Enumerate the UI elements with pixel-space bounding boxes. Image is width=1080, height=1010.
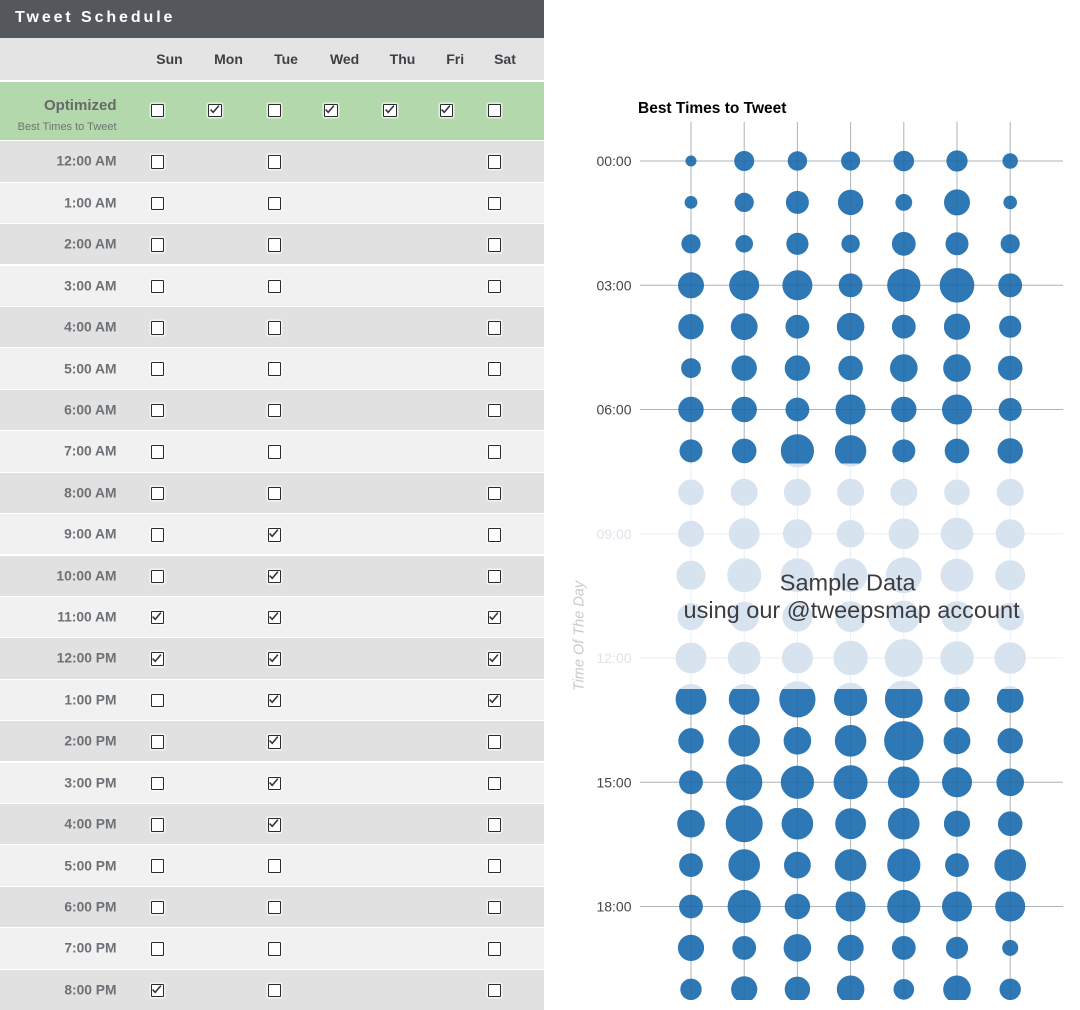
svg-text:using our @tweepsmap account: using our @tweepsmap account [684,597,1021,623]
svg-text:15:00: 15:00 [596,775,631,791]
svg-text:Time Of The Day: Time Of The Day [572,580,588,691]
svg-text:18:00: 18:00 [596,899,631,915]
svg-text:03:00: 03:00 [596,278,631,294]
svg-text:09:00: 09:00 [596,526,631,542]
svg-text:Sample Data: Sample Data [780,570,917,596]
svg-text:00:00: 00:00 [596,153,631,169]
svg-text:12:00: 12:00 [596,650,631,666]
svg-text:Best Times to Tweet: Best Times to Tweet [638,100,786,117]
svg-text:06:00: 06:00 [596,402,631,418]
